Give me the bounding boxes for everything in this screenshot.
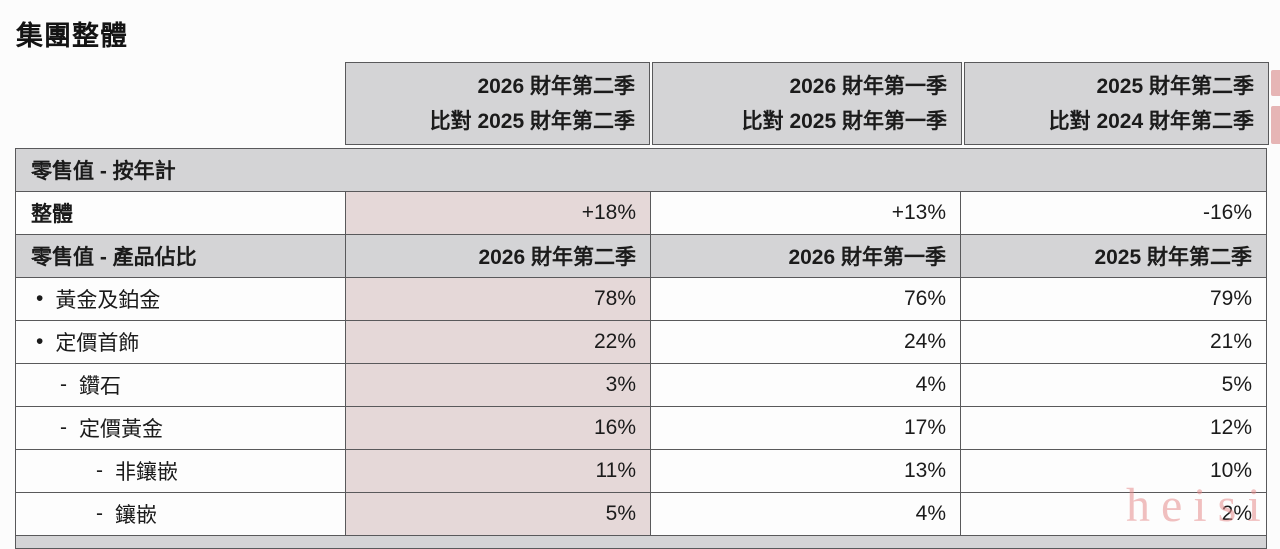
column-header: 2026 財年第一季 — [651, 235, 961, 277]
section-title: 零售值 - 按年計 — [16, 149, 1266, 191]
row-label: 鑲嵌 — [115, 504, 157, 527]
dash-marker: - — [96, 459, 103, 482]
column-header: 2025 財年第二季 — [961, 235, 1266, 277]
cell-value: 21% — [1209, 330, 1252, 353]
cell-value: 5% — [346, 493, 651, 535]
cell-value: 16% — [346, 407, 651, 449]
cell-value: 4% — [651, 364, 961, 406]
header-spacer — [15, 62, 345, 145]
period-line2: 比對 2025 財年第二季 — [429, 109, 635, 133]
cell-value: 24% — [651, 321, 961, 363]
period-line1: 2026 財年第一季 — [789, 74, 947, 98]
results-table: 零售值 - 按年計 整體 +18% +13% -16% 零售值 - 產品佔比 2… — [15, 148, 1267, 549]
cell-value: 5% — [1221, 373, 1252, 396]
table-row-overall: 整體 +18% +13% -16% — [16, 192, 1266, 235]
cell-value: 4% — [651, 493, 961, 535]
section-row-yoy: 零售值 - 按年計 — [16, 149, 1266, 192]
cell-value: 22% — [346, 321, 651, 363]
table-row-diamond: - 鑽石 3% 4% 5% — [16, 364, 1266, 407]
bullet-marker: • — [36, 330, 44, 353]
cell-value: +13% — [651, 192, 961, 234]
cell-value: 78% — [346, 278, 651, 320]
cell-value: 11% — [346, 450, 651, 492]
section-title: 零售值 - 產品佔比 — [16, 235, 346, 277]
period-header-q2fy25: 2025 財年第二季 比對 2024 財年第二季 — [964, 62, 1269, 145]
period-header-row: 2026 財年第二季 比對 2025 財年第二季 2026 財年第一季 比對 2… — [15, 62, 1269, 145]
dash-marker: - — [96, 502, 103, 525]
period-line1: 2026 財年第二季 — [477, 74, 635, 98]
page-title: 集團整體 — [16, 21, 128, 51]
row-label: 定價首飾 — [55, 332, 140, 355]
period-line1: 2025 財年第二季 — [1096, 74, 1254, 98]
row-label: 整體 — [16, 192, 346, 234]
cell-value: 13% — [651, 450, 961, 492]
cell-value: 12% — [1209, 416, 1252, 439]
row-label: 定價黃金 — [79, 418, 163, 441]
dash-marker: - — [60, 373, 67, 396]
period-header-q2fy26: 2026 財年第二季 比對 2025 財年第二季 — [345, 62, 650, 145]
cell-value: 79% — [1209, 287, 1252, 310]
row-label: 黃金及鉑金 — [55, 289, 161, 312]
table-row-fixed-price-gold: - 定價黃金 16% 17% 12% — [16, 407, 1266, 450]
bullet-marker: • — [36, 287, 44, 310]
row-label: 非鑲嵌 — [115, 461, 178, 484]
cell-value: 76% — [651, 278, 961, 320]
cell-value: +18% — [346, 192, 651, 234]
cell-value: 3% — [346, 364, 651, 406]
watermark-fragment — [1270, 70, 1280, 144]
table-row-gold-platinum: • 黃金及鉑金 78% 76% 79% — [16, 278, 1266, 321]
row-label: 鑽石 — [79, 375, 121, 398]
watermark-fragment-stroke — [1271, 106, 1280, 144]
dash-marker: - — [60, 416, 67, 439]
watermark-fragment-stroke — [1271, 70, 1280, 96]
cell-value: 2% — [1221, 502, 1252, 525]
period-header-q1fy26: 2026 財年第一季 比對 2025 財年第一季 — [652, 62, 962, 145]
section-row-product-mix: 零售值 - 產品佔比 2026 財年第二季 2026 財年第一季 2025 財年… — [16, 235, 1266, 278]
cell-value: 17% — [651, 407, 961, 449]
column-header: 2026 財年第二季 — [346, 235, 651, 277]
table-row-gem-set: - 鑲嵌 5% 4% 2% — [16, 493, 1266, 536]
cell-value: 10% — [1209, 459, 1252, 482]
table-row-fixed-price-jewellery: • 定價首飾 22% 24% 21% — [16, 321, 1266, 364]
cell-value: -16% — [1202, 201, 1252, 224]
period-line2: 比對 2024 財年第二季 — [1048, 109, 1254, 133]
table-row-cutoff — [16, 536, 1266, 548]
table-row-non-gem-set: - 非鑲嵌 11% 13% 10% — [16, 450, 1266, 493]
period-line2: 比對 2025 財年第一季 — [741, 109, 947, 133]
